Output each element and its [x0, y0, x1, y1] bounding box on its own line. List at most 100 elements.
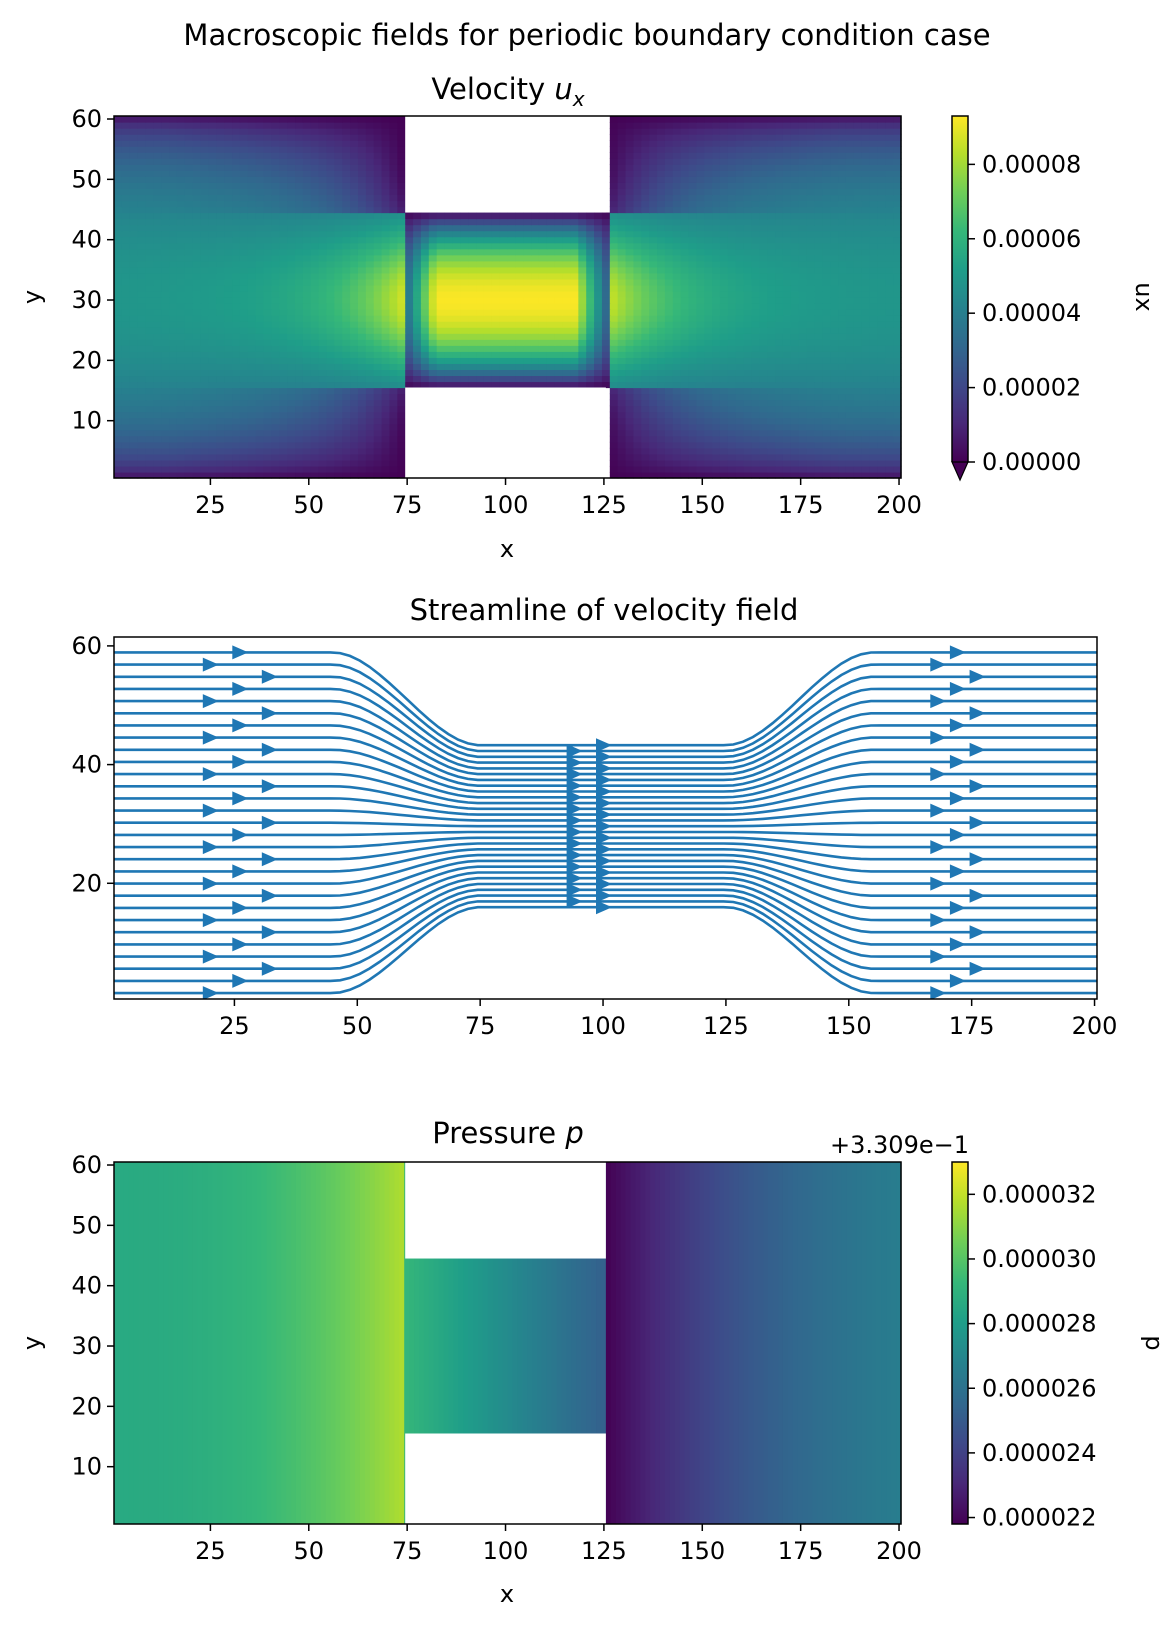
- streamline-arrow: [566, 859, 583, 874]
- streamline-arrow: [930, 986, 947, 999]
- colorbar-tick-label: 0.000022: [982, 1504, 1097, 1532]
- colorbar-tick-label: 0.000030: [982, 1245, 1097, 1273]
- streamline-arrow: [596, 819, 612, 834]
- streamline-arrow: [261, 779, 278, 794]
- y-tick-label: 20: [71, 346, 102, 374]
- x-tick-label: 175: [778, 491, 824, 519]
- streamline-arrow: [232, 718, 249, 733]
- colorbar-tick-label: 0.000032: [982, 1180, 1097, 1208]
- colorbar-tick-label: 0.000024: [982, 1439, 1097, 1467]
- streamline-arrow: [949, 791, 966, 806]
- streamline-arrow: [930, 840, 947, 855]
- colorbar-gradient: [952, 116, 968, 462]
- streamline-arrow: [930, 913, 947, 928]
- streamline-arrow: [261, 852, 278, 867]
- streamline: [114, 651, 1097, 747]
- streamline-arrow: [232, 754, 249, 769]
- streamline-arrow: [949, 645, 966, 660]
- velocity-xlabel: x: [500, 535, 514, 563]
- streamline-arrow: [566, 801, 583, 816]
- streamline-arrow: [232, 973, 249, 988]
- streamlines: [114, 645, 1097, 999]
- streamline-arrow: [232, 900, 249, 915]
- streamline-arrow: [261, 961, 278, 976]
- streamline-arrow: [232, 645, 249, 660]
- streamline: [114, 888, 1097, 958]
- streamline-arrow: [261, 706, 278, 721]
- p-colorbar-label: p: [1140, 1335, 1168, 1350]
- colorbar-tick-label: 0.00000: [982, 448, 1081, 476]
- velocity-plot-frame: [113, 115, 902, 479]
- streamline-arrow: [566, 790, 583, 805]
- obstacle-block: [405, 387, 606, 478]
- streamline-arrow: [596, 749, 612, 764]
- x-tick-label: 150: [679, 491, 725, 519]
- y-tick-label: 40: [71, 751, 102, 779]
- streamline-panel-title: Streamline of velocity field: [410, 593, 799, 627]
- streamline-arrow: [596, 842, 612, 857]
- streamline-arrow: [930, 876, 947, 891]
- streamline-arrow: [596, 888, 612, 903]
- streamline-arrow: [969, 852, 986, 867]
- streamline-arrow: [596, 807, 612, 822]
- y-tick-label: 60: [71, 632, 102, 660]
- colorbar-tick-label: 0.000026: [982, 1374, 1097, 1402]
- streamline-arrow: [969, 925, 986, 940]
- streamline-arrow: [261, 925, 278, 940]
- y-tick-label: 20: [71, 869, 102, 897]
- streamline-arrow: [566, 755, 583, 770]
- streamline-arrow: [566, 767, 583, 782]
- streamline-arrow: [261, 888, 278, 903]
- streamline-arrow: [202, 803, 219, 818]
- x-tick-label: 150: [826, 1012, 872, 1040]
- velocity-heatmap: [114, 116, 902, 479]
- streamline-arrow: [949, 827, 966, 842]
- streamline-arrow: [261, 742, 278, 757]
- streamline-arrow: [969, 815, 986, 830]
- streamline-arrow: [949, 754, 966, 769]
- streamline: [114, 687, 1097, 764]
- colorbar-gradient: [952, 1162, 968, 1524]
- x-tick-label: 50: [294, 1537, 325, 1565]
- y-tick-label: 40: [71, 226, 102, 254]
- streamline-arrow: [596, 900, 612, 915]
- pressure-heatmap: [114, 1162, 902, 1524]
- y-tick-label: 50: [71, 1211, 102, 1239]
- x-tick-label: 75: [392, 491, 423, 519]
- colorbar-tick-label: 0.00008: [982, 150, 1081, 178]
- streamline-arrow: [232, 681, 249, 696]
- streamline-arrow: [949, 681, 966, 696]
- velocity-ux-panel: Velocity ux 25 50 75 100 125 150 175 200 10 20 30 4…: [18, 72, 1158, 563]
- streamline-arrow: [232, 937, 249, 952]
- streamline-arrow: [949, 973, 966, 988]
- streamline-arrow: [969, 961, 986, 976]
- streamline-arrow: [566, 778, 583, 793]
- x-tick-label: 25: [219, 1012, 250, 1040]
- pressure-panel: Pressure p 25 50 75 100 125 150 175 200 10 20 30 40…: [18, 1116, 1168, 1608]
- velocity-axes: 25 50 75 100 125 150 175 200 10 20 30 40 50 60: [71, 105, 921, 519]
- streamline-arrow: [202, 840, 219, 855]
- streamline-arrow: [566, 871, 583, 886]
- streamline-arrow: [930, 949, 947, 964]
- x-tick-label: 200: [1072, 1012, 1118, 1040]
- streamline-arrow: [930, 657, 947, 672]
- ux-colorbar: 0.00000 0.00002 0.00004 0.00006 0.00008: [951, 115, 1081, 482]
- streamline-arrow: [596, 865, 612, 880]
- y-tick-label: 20: [71, 1392, 102, 1420]
- streamline-arrow: [596, 772, 612, 787]
- streamline: [114, 724, 1097, 782]
- streamline-arrow: [261, 815, 278, 830]
- x-tick-label: 125: [581, 1537, 627, 1565]
- streamline: [114, 830, 1097, 837]
- y-tick-label: 30: [71, 1332, 102, 1360]
- streamline-arrow: [202, 913, 219, 928]
- streamline-arrow: [969, 779, 986, 794]
- colorbar-tick-label: 0.00006: [982, 225, 1081, 253]
- x-tick-label: 150: [679, 1537, 725, 1565]
- streamline: [114, 900, 1097, 983]
- y-tick-label: 40: [71, 1272, 102, 1300]
- streamline-arrow: [566, 882, 583, 897]
- streamline-arrow: [232, 791, 249, 806]
- streamline-arrow: [596, 853, 612, 868]
- streamline-arrow: [949, 900, 966, 915]
